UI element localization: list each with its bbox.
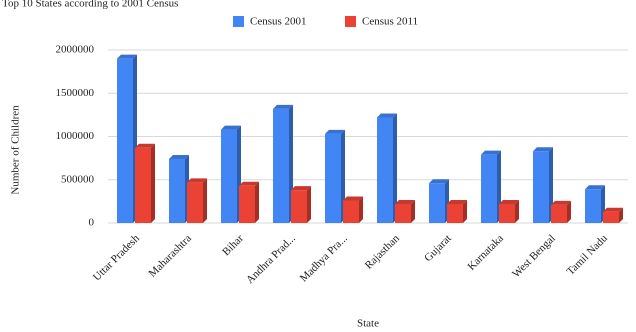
- bar: [117, 58, 133, 224]
- bar-side: [567, 200, 571, 223]
- bar-side: [203, 178, 207, 223]
- bar-side: [515, 199, 519, 223]
- bar-top: [273, 104, 293, 109]
- bar-top: [377, 113, 397, 118]
- y-tick-label: 0: [89, 217, 95, 229]
- bar: [187, 182, 203, 223]
- bar: [343, 200, 359, 223]
- y-tick-label: 1500000: [56, 87, 95, 99]
- bar: [169, 158, 185, 223]
- y-tick-label: 2000000: [56, 44, 95, 56]
- bar-side: [359, 196, 363, 223]
- x-tick-label: Gujarat: [422, 232, 454, 264]
- bar: [447, 203, 463, 223]
- y-tick-label: 1000000: [56, 130, 95, 142]
- x-axis-label: State: [357, 318, 379, 330]
- bar: [377, 117, 393, 223]
- bar: [325, 133, 341, 223]
- bar: [603, 211, 619, 223]
- bar-top: [533, 147, 553, 152]
- bar-side: [307, 186, 311, 223]
- bar-top: [429, 179, 449, 184]
- bar: [499, 203, 515, 223]
- bar-top: [239, 181, 259, 186]
- bar: [481, 154, 497, 223]
- bar: [533, 151, 549, 223]
- bar-top: [117, 54, 137, 59]
- bar-top: [395, 199, 415, 204]
- bar-top: [499, 199, 519, 204]
- bar: [291, 190, 307, 223]
- bar-top: [187, 178, 207, 183]
- legend-swatch: [233, 16, 244, 27]
- legend-swatch: [345, 16, 356, 27]
- bar: [221, 129, 237, 223]
- bar: [135, 147, 151, 223]
- bar-side: [411, 199, 415, 223]
- bar: [239, 185, 255, 223]
- bar: [429, 183, 445, 223]
- bar-top: [343, 196, 363, 201]
- bar-top: [221, 125, 241, 130]
- bar: [551, 204, 567, 223]
- bar: [585, 189, 601, 223]
- x-tick-label: Karnataka: [465, 232, 506, 273]
- bar-top: [169, 154, 189, 159]
- bar: [273, 108, 289, 223]
- bar-top: [135, 143, 155, 148]
- bar-side: [619, 207, 623, 223]
- bar-side: [463, 199, 467, 223]
- bar-top: [481, 150, 501, 155]
- legend-label: Census 2011: [362, 16, 418, 28]
- bar-side: [151, 143, 155, 223]
- bar-side: [255, 181, 259, 223]
- x-tick-label: Madhya Pra...: [298, 232, 350, 284]
- bar-top: [551, 200, 571, 205]
- x-tick-label: West Bengal: [510, 232, 558, 280]
- bar-top: [447, 199, 467, 204]
- bar-top: [603, 207, 623, 212]
- x-tick-label: Andhra Prad...: [244, 232, 298, 286]
- x-tick-label: Tamil Nadu: [565, 232, 611, 278]
- x-tick-label: Bihar: [220, 232, 246, 258]
- y-axis-label: Number of Children: [10, 105, 22, 195]
- legend-label: Census 2001: [250, 16, 307, 28]
- chart-title: Top 10 States according to 2001 Census: [2, 0, 178, 10]
- x-tick-label: Rajasthan: [363, 232, 403, 272]
- x-tick-label: Maharashtra: [147, 232, 194, 279]
- bar-top: [325, 129, 345, 134]
- bar: [395, 203, 411, 223]
- y-tick-label: 500000: [61, 173, 95, 185]
- x-tick-label: Uttar Pradesh: [91, 232, 142, 283]
- bar-top: [585, 185, 605, 190]
- bar-top: [291, 186, 311, 191]
- bar-side: [393, 113, 397, 223]
